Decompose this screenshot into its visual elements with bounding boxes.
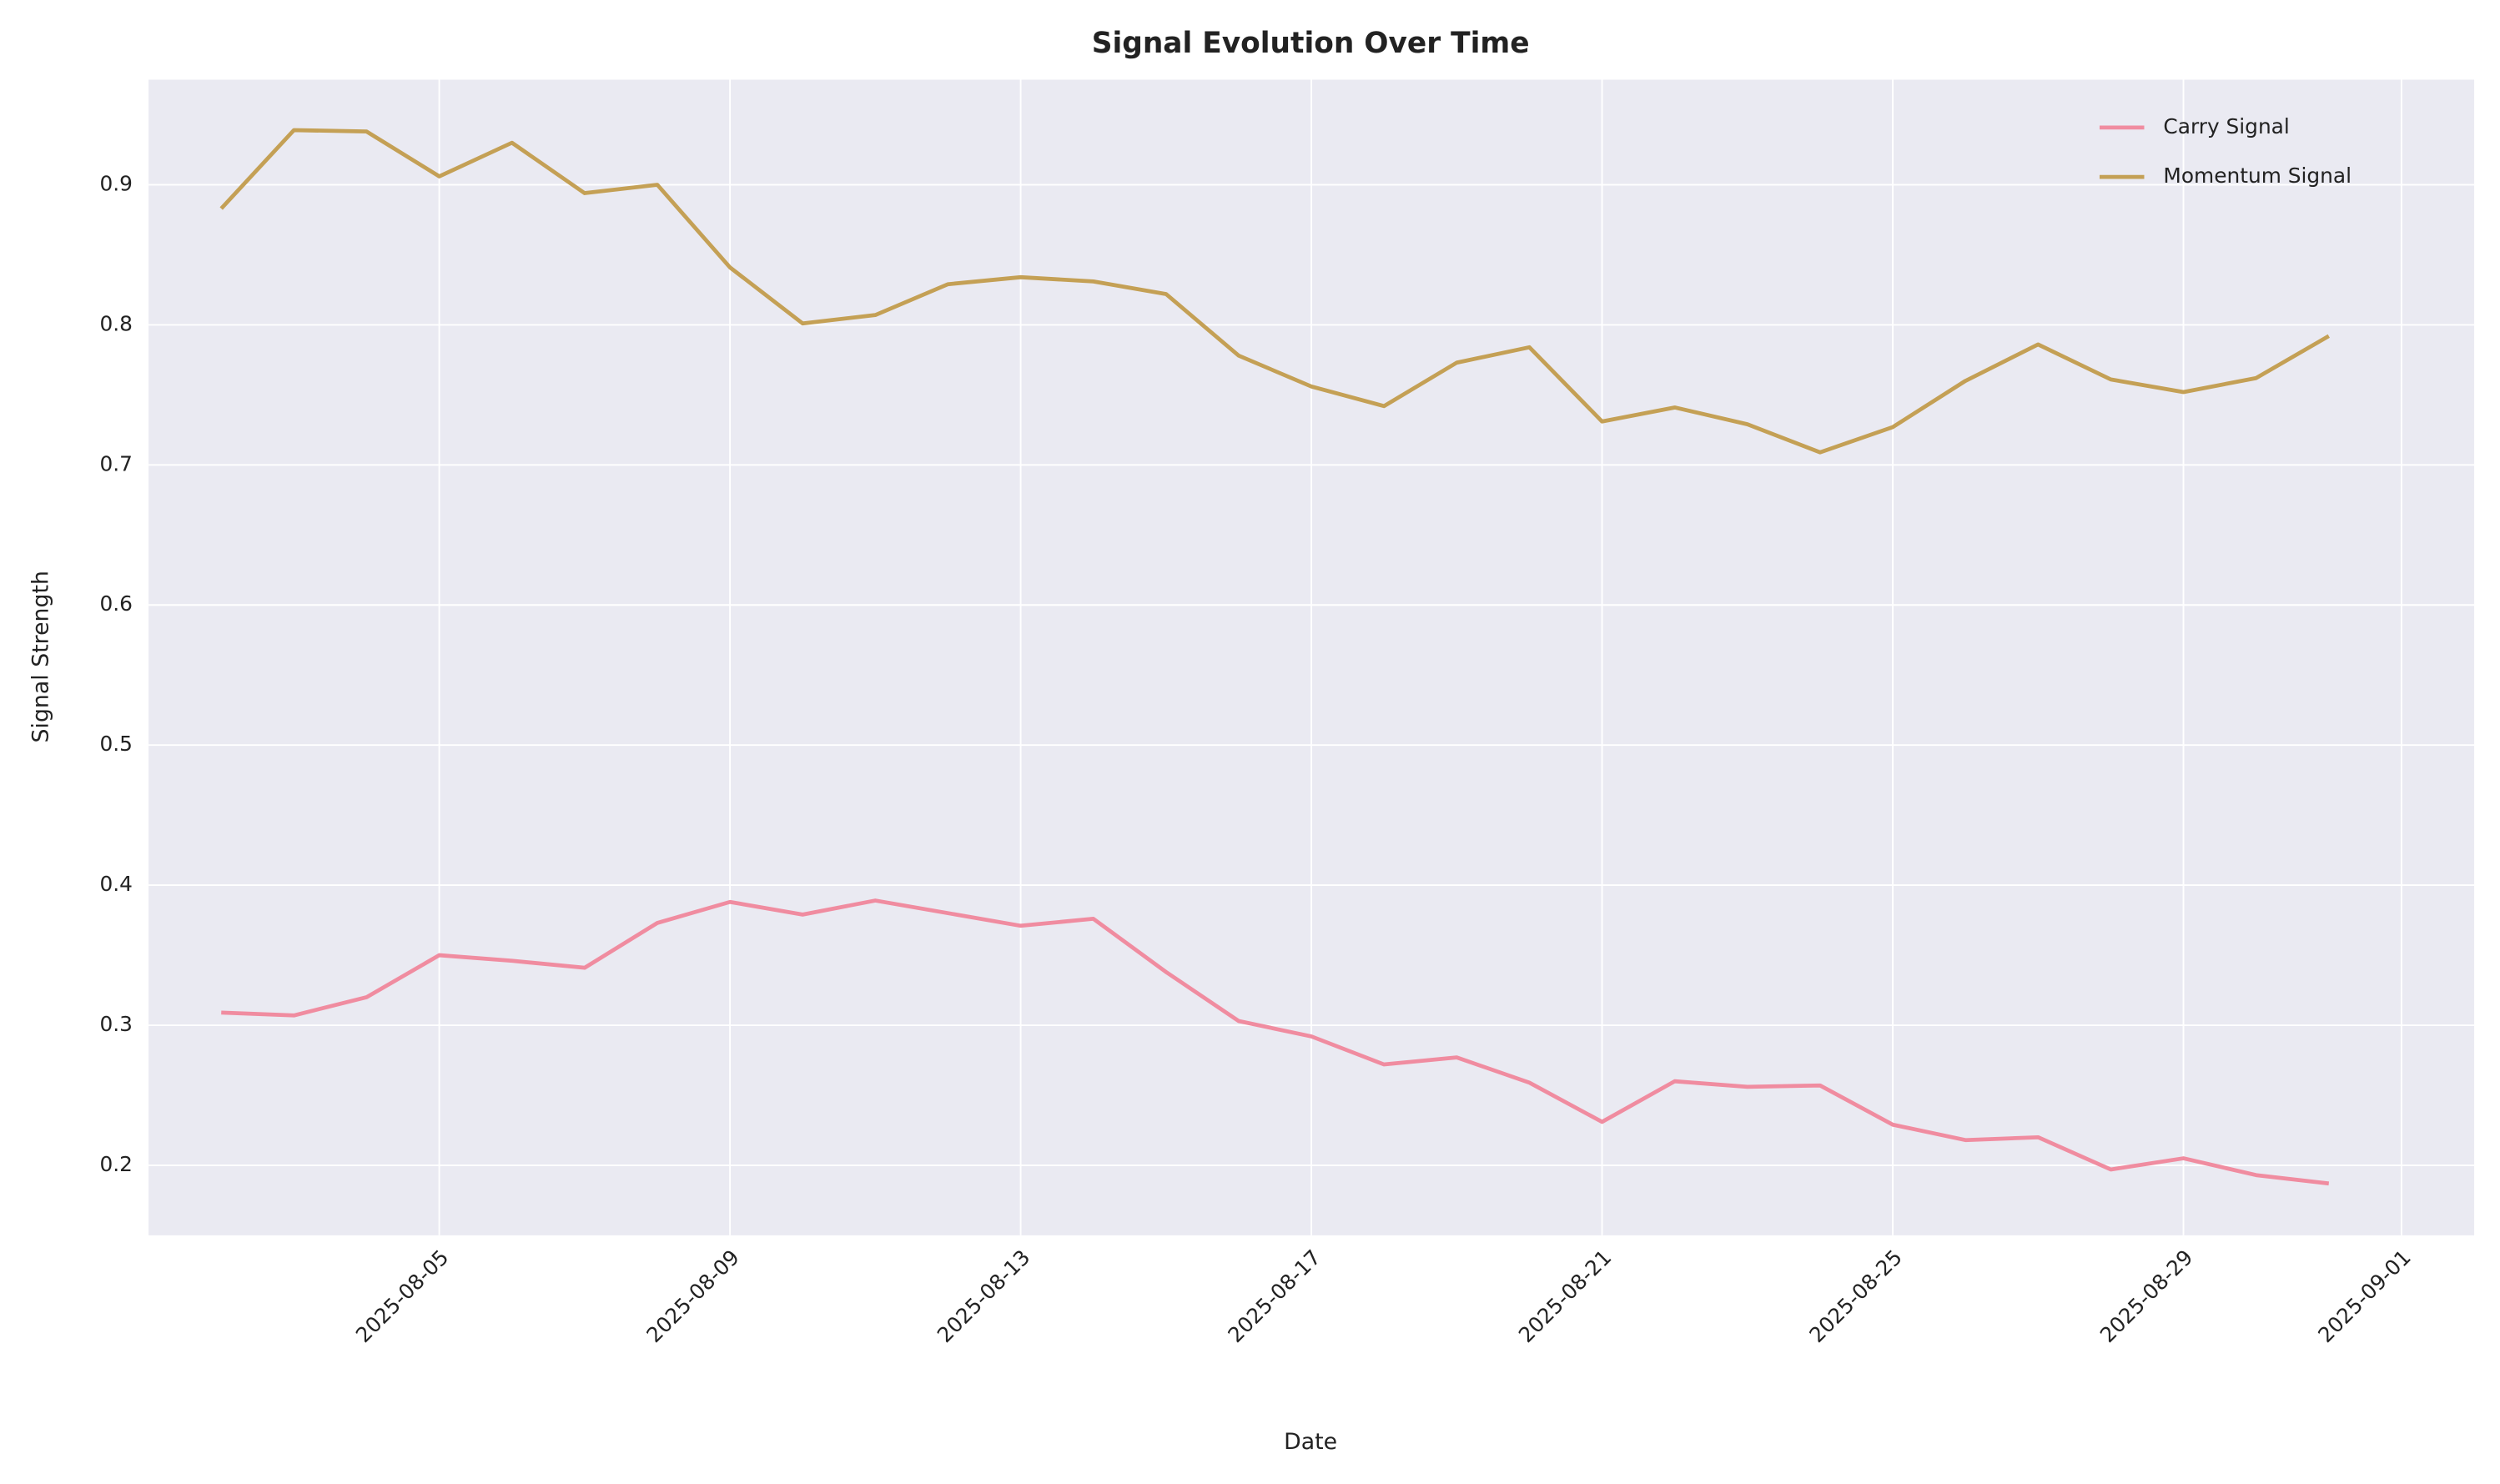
x-tick-label: 2025-08-17 [1223,1245,1325,1348]
y-tick-label: 0.9 [99,171,132,195]
y-axis-label: Signal Strength [28,571,54,742]
x-tick-label: 2025-09-01 [2313,1245,2416,1348]
x-tick-label: 2025-08-29 [2095,1245,2198,1348]
y-tick-label: 0.8 [99,311,132,335]
y-tick-label: 0.6 [99,591,132,616]
y-tick-label: 0.5 [99,732,132,756]
x-tick-label: 2025-08-25 [1804,1245,1907,1348]
legend-label: Carry Signal [2163,114,2289,138]
x-axis-label: Date [1284,1429,1337,1455]
y-tick-label: 0.2 [99,1152,132,1176]
y-tick-label: 0.7 [99,451,132,475]
x-tick-label: 2025-08-21 [1514,1245,1617,1348]
y-tick-label: 0.3 [99,1012,132,1036]
x-tick-label: 2025-08-13 [933,1245,1035,1348]
y-tick-label: 0.4 [99,872,132,896]
series-line [219,128,2330,455]
x-tick-label: 2025-08-05 [351,1245,454,1348]
chart-title: Signal Evolution Over Time [1092,27,1530,60]
series-line [221,898,2330,1186]
legend-label: Momentum Signal [2163,163,2352,188]
x-tick-label: 2025-08-09 [641,1245,744,1348]
